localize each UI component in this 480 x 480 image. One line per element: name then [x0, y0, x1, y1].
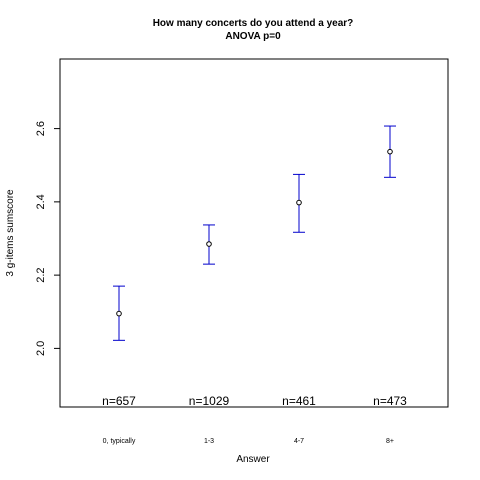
- mean-point: [206, 241, 212, 247]
- count-label: n=657: [102, 394, 136, 408]
- y-tick-label: 2.6: [35, 121, 47, 136]
- x-tick-label: 8+: [386, 438, 394, 445]
- plot-frame: [59, 58, 449, 408]
- chart-title: How many concerts do you attend a year?: [153, 18, 354, 29]
- mean-points: [116, 148, 393, 317]
- y-axis: 2.0 2.2 2.4 2.6: [35, 121, 60, 356]
- mean-point: [116, 310, 122, 317]
- y-axis-label: 3 g-items sumscore: [5, 189, 16, 277]
- x-tick-label: 1-3: [204, 438, 214, 445]
- y-tick-label: 2.2: [35, 267, 47, 282]
- y-tick-label: 2.0: [35, 341, 47, 356]
- mean-point: [387, 148, 393, 155]
- x-axis-label: Answer: [236, 454, 270, 465]
- chart-subtitle: ANOVA p=0: [225, 31, 281, 42]
- error-bars: [113, 125, 396, 341]
- x-tick-labels: 0, typically 1-3 4-7 8+: [103, 438, 394, 445]
- count-label: n=461: [282, 394, 316, 408]
- x-tick-label: 0, typically: [103, 438, 136, 445]
- mean-point: [296, 199, 302, 206]
- x-tick-label: 4-7: [294, 438, 304, 445]
- y-tick-label: 2.4: [35, 194, 47, 209]
- count-label: n=473: [373, 394, 407, 408]
- count-label: n=1029: [189, 394, 230, 408]
- count-labels: n=657 n=1029 n=461 n=473: [102, 394, 407, 408]
